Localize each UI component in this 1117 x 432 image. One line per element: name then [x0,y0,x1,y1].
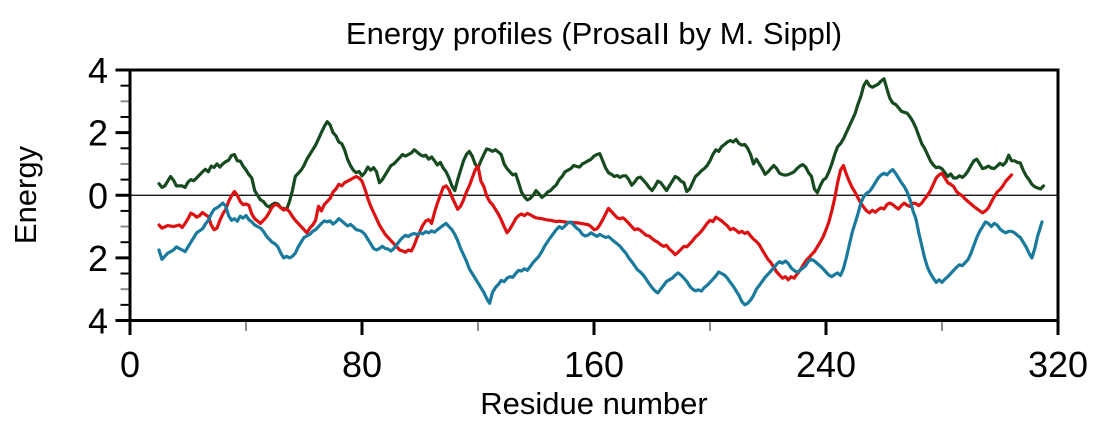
x-tick-label: 320 [1028,344,1088,385]
chart-title: Energy profiles (ProsaII by M. Sippl) [346,16,842,51]
data-curves [157,77,1046,307]
y-tick-label: 2 [88,238,108,279]
y-tick-label: 0 [88,175,108,216]
series-teal-line [157,168,1044,307]
series-red-line [157,163,1014,282]
axis-ticks [115,68,1060,335]
x-tick-label: 80 [342,344,382,385]
y-tick-label: 4 [88,301,108,342]
axis-tick-labels: 0 80 160 240 320 4 2 0 2 4 [88,50,1088,385]
y-tick-label: 2 [88,113,108,154]
series-green-line [157,77,1046,211]
y-tick-label: 4 [88,50,108,91]
x-tick-label: 160 [564,344,624,385]
x-tick-label: 0 [120,344,140,385]
x-tick-label: 240 [796,344,856,385]
y-axis-title: Energy [8,145,43,244]
plot-frame [128,68,1060,322]
x-axis-title: Residue number [480,386,707,421]
